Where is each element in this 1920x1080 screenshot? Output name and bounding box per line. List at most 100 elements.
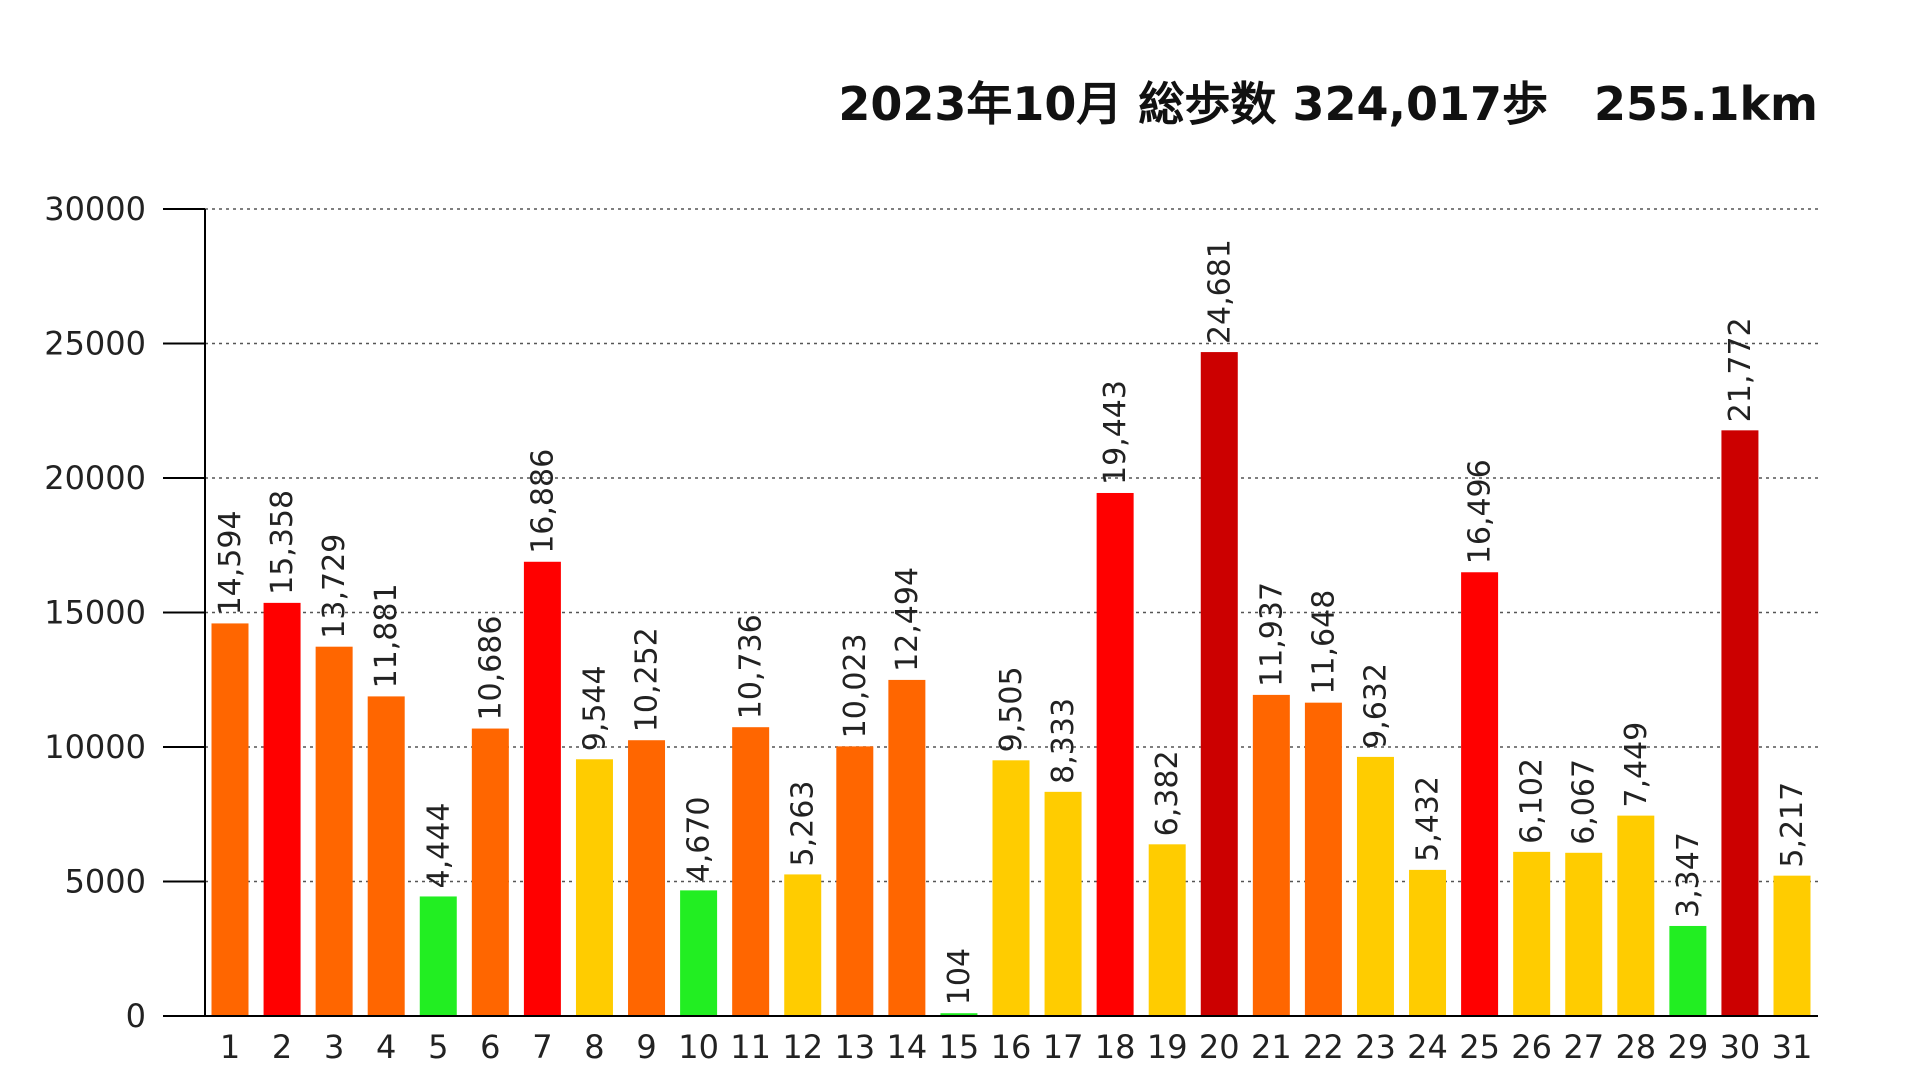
x-tick-label: 25 [1459, 1028, 1500, 1066]
data-label: 4,670 [682, 796, 717, 882]
bar-day-19 [1148, 844, 1186, 1016]
data-label: 5,263 [786, 781, 821, 867]
bar-day-20 [1200, 352, 1238, 1017]
x-tick-label: 28 [1615, 1028, 1656, 1066]
x-tick-label: 15 [939, 1028, 980, 1066]
data-label: 5,217 [1775, 782, 1810, 868]
data-label: 8,333 [1046, 698, 1081, 784]
x-tick-label: 14 [887, 1028, 928, 1066]
data-label: 10,686 [473, 616, 508, 721]
y-tick-label: 20000 [44, 459, 146, 497]
bar-day-5 [419, 896, 457, 1016]
data-label: 6,102 [1515, 758, 1550, 844]
bar-day-31 [1773, 875, 1811, 1016]
data-label: 13,729 [317, 534, 352, 639]
data-label: 11,648 [1306, 590, 1341, 695]
x-tick-label: 23 [1355, 1028, 1396, 1066]
y-tick-label: 15000 [44, 594, 146, 632]
chart-title: 2023年10月 総歩数 324,017歩 255.1km [838, 77, 1818, 131]
data-label: 9,632 [1358, 663, 1393, 749]
data-labels: 14,594 15,358 13,729 11,881 4,444 10,686 16,88… [213, 239, 1810, 1005]
bar-day-22 [1304, 702, 1342, 1016]
y-tick-label: 25000 [44, 325, 146, 363]
y-tick-label: 0 [126, 997, 146, 1035]
x-tick-label: 29 [1668, 1028, 1709, 1066]
x-tick-label: 10 [678, 1028, 719, 1066]
data-label: 24,681 [1202, 239, 1237, 344]
data-label: 11,937 [1254, 582, 1289, 687]
data-label: 16,496 [1463, 459, 1498, 564]
data-label: 16,886 [525, 449, 560, 554]
x-tick-label: 4 [376, 1028, 396, 1066]
bar-day-14 [888, 679, 926, 1016]
x-tick-label: 11 [730, 1028, 771, 1066]
x-tick-label: 24 [1407, 1028, 1448, 1066]
x-tick-label: 18 [1095, 1028, 1136, 1066]
bar-day-1 [211, 623, 249, 1016]
data-label: 9,544 [577, 665, 612, 751]
x-tick-label: 6 [480, 1028, 500, 1066]
x-tick-label: 12 [782, 1028, 823, 1066]
y-axis-ticks: 0 5000 10000 15000 20000 25000 30000 [44, 190, 205, 1035]
bar-day-30 [1721, 430, 1759, 1016]
x-tick-label: 2 [272, 1028, 292, 1066]
bar-day-2 [263, 602, 301, 1016]
x-tick-label: 16 [991, 1028, 1032, 1066]
bar-day-26 [1513, 851, 1551, 1016]
x-tick-label: 20 [1199, 1028, 1240, 1066]
bars [211, 352, 1811, 1017]
data-label: 21,772 [1723, 317, 1758, 422]
bar-day-13 [836, 746, 874, 1016]
data-label: 10,736 [734, 614, 769, 719]
x-tick-label: 26 [1511, 1028, 1552, 1066]
bar-day-6 [471, 728, 509, 1016]
y-tick-label: 5000 [65, 863, 146, 901]
x-tick-label: 27 [1563, 1028, 1604, 1066]
bar-day-16 [992, 760, 1030, 1016]
data-label: 9,505 [994, 666, 1029, 752]
bar-day-15 [940, 1013, 978, 1016]
bar-day-25 [1461, 572, 1499, 1016]
bar-day-3 [315, 646, 353, 1016]
bar-day-9 [628, 740, 666, 1016]
data-label: 12,494 [890, 567, 925, 672]
x-tick-label: 21 [1251, 1028, 1292, 1066]
y-tick-label: 10000 [44, 728, 146, 766]
data-label: 7,449 [1619, 722, 1654, 808]
x-tick-label: 7 [532, 1028, 552, 1066]
data-label: 19,443 [1098, 380, 1133, 485]
y-tick-label: 30000 [44, 190, 146, 228]
x-axis-ticks: 1 2 3 4 5 6 7 8 9 10 11 12 13 14 15 16 17 18 19 20 21 22 23 24 2… [220, 1028, 1813, 1066]
x-tick-label: 17 [1043, 1028, 1084, 1066]
data-label: 4,444 [421, 803, 456, 889]
data-label: 10,252 [630, 627, 665, 732]
x-tick-label: 30 [1720, 1028, 1761, 1066]
x-tick-label: 5 [428, 1028, 448, 1066]
bar-day-29 [1669, 925, 1707, 1016]
bar-day-12 [784, 874, 822, 1016]
x-tick-label: 1 [220, 1028, 240, 1066]
data-label: 10,023 [838, 633, 873, 738]
bar-day-11 [732, 727, 770, 1016]
data-label: 104 [942, 948, 977, 1005]
data-label: 11,881 [369, 583, 404, 688]
bar-day-23 [1356, 756, 1394, 1016]
bar-day-7 [523, 561, 561, 1016]
bar-day-18 [1096, 492, 1134, 1017]
data-label: 14,594 [213, 510, 248, 615]
x-tick-label: 9 [636, 1028, 656, 1066]
bar-day-4 [367, 696, 405, 1016]
x-tick-label: 22 [1303, 1028, 1344, 1066]
data-label: 5,432 [1411, 776, 1446, 862]
x-tick-label: 3 [324, 1028, 344, 1066]
data-label: 6,382 [1150, 750, 1185, 836]
bar-day-10 [680, 890, 718, 1016]
bar-day-28 [1617, 815, 1655, 1016]
bar-day-24 [1409, 869, 1447, 1016]
x-tick-label: 13 [834, 1028, 875, 1066]
bar-day-8 [575, 759, 613, 1016]
data-label: 3,347 [1671, 832, 1706, 918]
x-tick-label: 8 [584, 1028, 604, 1066]
data-label: 15,358 [265, 490, 300, 595]
